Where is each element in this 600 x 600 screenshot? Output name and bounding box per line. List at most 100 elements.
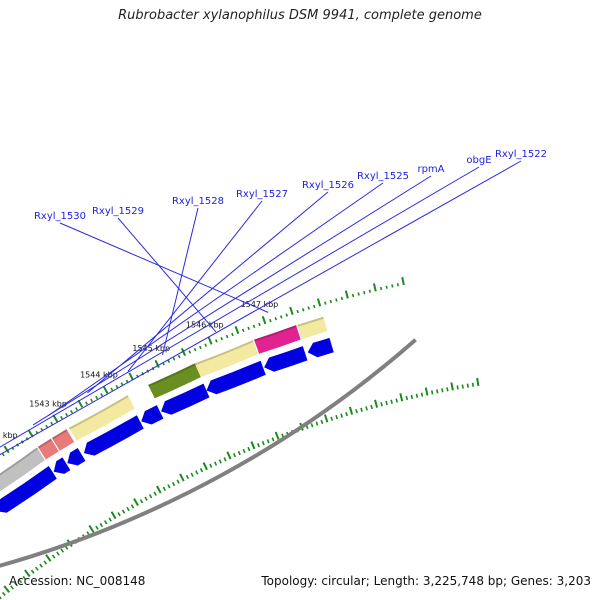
inner-tick: [450, 382, 454, 391]
outer-tick: [188, 350, 192, 354]
gene-label-Rxyl_1525[interactable]: Rxyl_1525: [357, 171, 409, 182]
block-obgE: [0, 447, 45, 492]
outer-tick: [313, 304, 316, 309]
inner-tick: [266, 439, 270, 444]
gene-label-Rxyl_1527[interactable]: Rxyl_1527: [236, 189, 288, 200]
callout-line: [162, 207, 199, 355]
kbp-label: 1544 kbp: [80, 370, 118, 379]
inner-tick: [110, 511, 117, 520]
gene-label-Rxyl_1528[interactable]: Rxyl_1528: [172, 196, 224, 207]
inner-tick: [385, 400, 388, 406]
inner-tick: [60, 548, 65, 553]
outer-tick: [75, 407, 78, 411]
inner-tick: [461, 384, 464, 389]
outer-tick: [280, 315, 283, 319]
inner-tick: [348, 406, 354, 415]
inner-tick: [22, 575, 27, 581]
outer-tick: [289, 306, 294, 316]
inner-tick: [446, 387, 449, 392]
outer-tick: [60, 415, 64, 420]
gene-label-rpmA[interactable]: rpmA: [417, 164, 444, 175]
inner-tick: [441, 388, 444, 393]
inner-tick: [320, 419, 324, 425]
inner-tick: [0, 596, 2, 600]
inner-tick: [233, 452, 237, 458]
outer-tick: [241, 328, 245, 333]
inner-tick: [330, 416, 334, 421]
inner-tick: [340, 413, 343, 418]
inner-tick: [162, 486, 166, 491]
inner-tick: [226, 451, 232, 460]
inner-tick: [14, 582, 18, 587]
inner-tick: [95, 525, 99, 530]
inner-tick: [199, 468, 204, 473]
inner-tick: [237, 450, 241, 456]
inner-tick: [345, 412, 348, 417]
inner-tick: [30, 569, 35, 574]
inner-tick: [365, 406, 368, 411]
inner-tick: [108, 517, 112, 522]
inner-tick-ring: [0, 377, 480, 600]
outer-tick: [50, 421, 54, 426]
outer-tick: [285, 313, 288, 317]
inner-tick: [167, 484, 171, 489]
inner-tick: [214, 461, 218, 466]
inner-tick: [99, 522, 104, 528]
inner-tick: [139, 499, 144, 504]
inner-tick: [185, 474, 190, 480]
inner-tick: [420, 392, 424, 397]
backbone-arc: [0, 338, 417, 568]
callout-line: [59, 222, 269, 313]
block-Rxyl_1530-edge: [254, 325, 297, 342]
cds-arrow-8: [0, 465, 57, 513]
gene-label-Rxyl_1526[interactable]: Rxyl_1526: [302, 180, 354, 191]
inner-tick: [456, 385, 459, 390]
outer-tick: [231, 332, 234, 337]
inner-tick: [242, 448, 246, 454]
gene-label-obgE[interactable]: obgE: [466, 155, 491, 166]
inner-tick: [10, 585, 14, 590]
inner-tick: [315, 421, 319, 426]
block-rpmA-edge: [37, 438, 52, 449]
inner-tick: [310, 423, 314, 428]
inner-tick: [250, 441, 256, 450]
inner-tick: [430, 390, 434, 395]
inner-tick: [195, 470, 199, 475]
inner-tick: [471, 382, 475, 387]
inner-tick: [271, 437, 275, 442]
block-Rxyl_1529-edge: [194, 340, 254, 366]
outer-tick: [70, 409, 73, 414]
cds-arrow-7: [53, 457, 71, 474]
gene-label-Rxyl_1522[interactable]: Rxyl_1522: [495, 149, 547, 160]
outer-tick: [274, 317, 278, 321]
inner-tick: [104, 520, 108, 525]
block-Rxyl_1525: [51, 429, 75, 451]
inner-tick: [121, 509, 126, 514]
kbp-label: 1543 kbp: [29, 399, 67, 408]
inner-tick: [176, 479, 180, 484]
block-rpmA: [37, 438, 59, 460]
callout-line: [117, 217, 217, 333]
inner-tick: [179, 473, 185, 482]
outer-tick: [372, 283, 377, 292]
gene-label-Rxyl_1529[interactable]: Rxyl_1529: [92, 206, 144, 217]
outer-tick: [220, 336, 224, 341]
outer-tick: [368, 289, 371, 293]
outer-tick: [85, 401, 88, 405]
inner-tick: [370, 404, 373, 410]
inner-tick: [43, 560, 48, 565]
outer-tick: [247, 326, 250, 331]
inner-tick: [144, 496, 148, 501]
block-Rxyl_1525-edge: [51, 429, 68, 440]
outer-tick: [172, 357, 176, 361]
outer-tick: [27, 429, 34, 438]
gene-label-Rxyl_1530[interactable]: Rxyl_1530: [34, 211, 86, 222]
block-1530-left-edge: [297, 316, 324, 327]
cds-arrow-3: [161, 383, 210, 415]
outer-tick: [329, 299, 333, 304]
outer-tick: [110, 387, 114, 392]
inner-tick: [171, 481, 176, 487]
callout-line: [87, 191, 329, 394]
outer-tick: [204, 343, 208, 347]
